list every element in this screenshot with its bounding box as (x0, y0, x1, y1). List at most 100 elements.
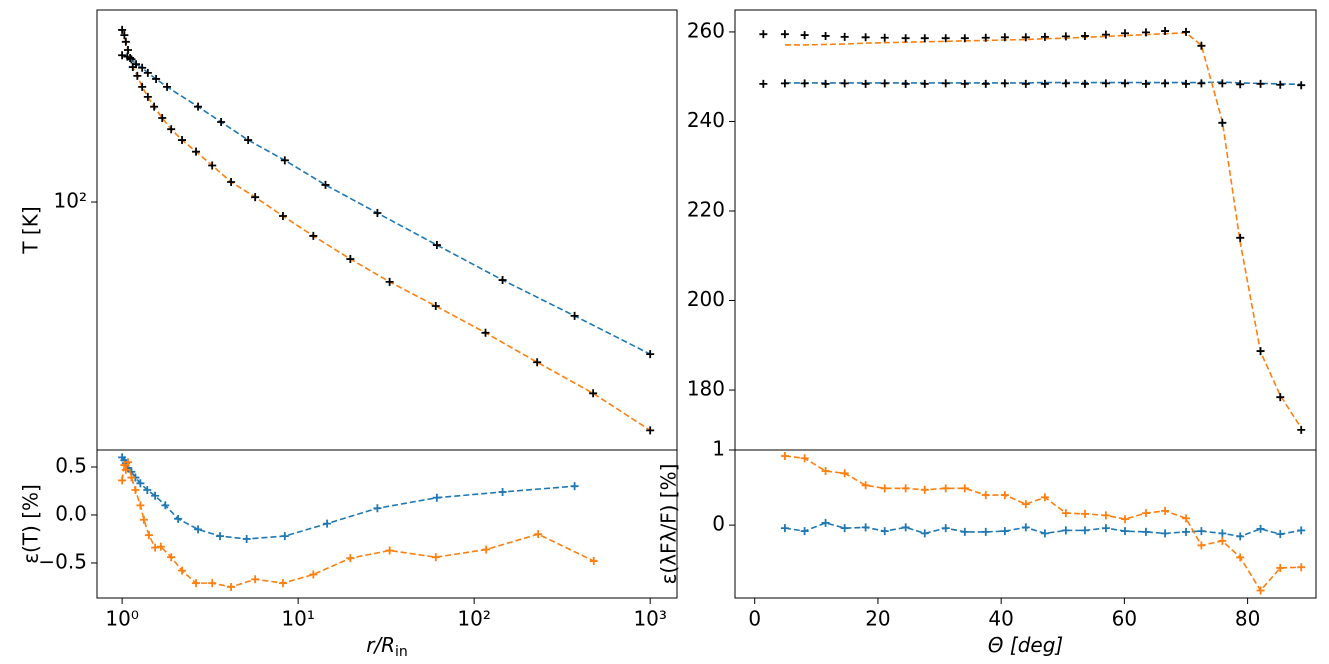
data-point (227, 178, 236, 187)
data-point (1000, 79, 1009, 88)
data-point (481, 328, 490, 337)
data-point (1197, 41, 1206, 50)
data-point (880, 33, 889, 42)
x-axis-label-subscript: in (395, 644, 408, 660)
data-point (143, 486, 152, 495)
data-point (1000, 527, 1009, 536)
data-point (251, 193, 260, 202)
data-point (1197, 541, 1206, 550)
y-tick-label: −0.5 (38, 549, 87, 573)
data-point (482, 545, 491, 554)
data-point (133, 71, 142, 80)
data-point (251, 575, 260, 584)
data-point (960, 527, 969, 536)
data-point (150, 102, 159, 111)
data-point (498, 276, 507, 285)
data-point (941, 524, 950, 533)
data-point (1080, 31, 1089, 40)
data-point (163, 82, 172, 91)
data-point (901, 34, 910, 43)
data-point (123, 458, 132, 467)
data-point (1218, 529, 1227, 538)
data-point (152, 74, 161, 83)
data-point (880, 484, 889, 493)
data-point (127, 55, 136, 64)
data-point (1141, 527, 1150, 536)
data-point (217, 118, 226, 127)
data-point (981, 33, 990, 42)
data-point (194, 102, 203, 111)
data-point (1236, 532, 1245, 541)
data-point (941, 79, 950, 88)
data-point (960, 34, 969, 43)
data-point (534, 530, 543, 539)
data-point (1161, 79, 1170, 88)
data-point (1218, 536, 1227, 545)
data-point (121, 37, 130, 46)
data-point (1256, 524, 1265, 533)
data-point (1061, 509, 1070, 518)
data-point (1061, 526, 1070, 535)
data-point (1121, 29, 1129, 38)
data-point (118, 51, 127, 60)
plot-frame (734, 9, 1317, 451)
data-point (1182, 27, 1190, 36)
y-axis-label: ε(λFλ/F) [%] (657, 464, 681, 585)
data-point (1256, 79, 1265, 88)
data-point (646, 350, 655, 359)
data-point (920, 529, 929, 538)
y-tick-label: 260 (687, 18, 725, 42)
data-point (144, 531, 153, 540)
y-tick-label: 1 (712, 437, 725, 461)
data-point (1101, 30, 1110, 39)
data-point (780, 30, 789, 39)
data-point (1021, 523, 1030, 532)
data-point (861, 33, 870, 42)
data-point (1182, 514, 1190, 523)
data-point (1040, 493, 1049, 502)
x-tick-label: 60 (1112, 607, 1137, 631)
data-point (1061, 32, 1070, 41)
data-point (901, 79, 910, 88)
data-point (244, 136, 253, 145)
data-point (431, 553, 440, 562)
data-point (161, 501, 170, 510)
data-point (278, 212, 287, 221)
data-point (120, 31, 129, 40)
x-axis-label: r/Rin (366, 633, 408, 661)
data-point (800, 454, 809, 463)
x-tick-label: 10¹ (281, 607, 314, 631)
data-point (216, 532, 225, 541)
plot-frame (96, 9, 678, 451)
series-line (784, 522, 1302, 538)
data-point (840, 469, 849, 478)
data-point (1297, 526, 1306, 535)
data-point (158, 114, 167, 123)
y-tick-label: 0 (712, 512, 725, 536)
series-line (784, 32, 1302, 429)
data-point (800, 527, 809, 536)
data-point (208, 161, 217, 170)
data-point (821, 467, 830, 476)
data-point (1080, 79, 1089, 88)
y-tick-label: 0.0 (55, 501, 87, 525)
data-point (901, 484, 910, 493)
data-point (1276, 563, 1285, 572)
data-point (1297, 563, 1306, 572)
data-point (960, 79, 969, 88)
x-axis-label: Θ [deg] (988, 633, 1063, 657)
data-point (1218, 118, 1227, 127)
data-point (167, 125, 176, 134)
series-line (121, 29, 651, 432)
data-point (1141, 28, 1150, 37)
plot-area (780, 452, 1306, 595)
data-point (143, 92, 152, 101)
data-point (280, 532, 289, 541)
data-point (498, 487, 507, 496)
plot-area (118, 25, 655, 435)
y-tick-label: 10² (54, 189, 87, 213)
data-point (192, 147, 201, 156)
data-point (1297, 81, 1306, 90)
data-point (118, 25, 127, 34)
